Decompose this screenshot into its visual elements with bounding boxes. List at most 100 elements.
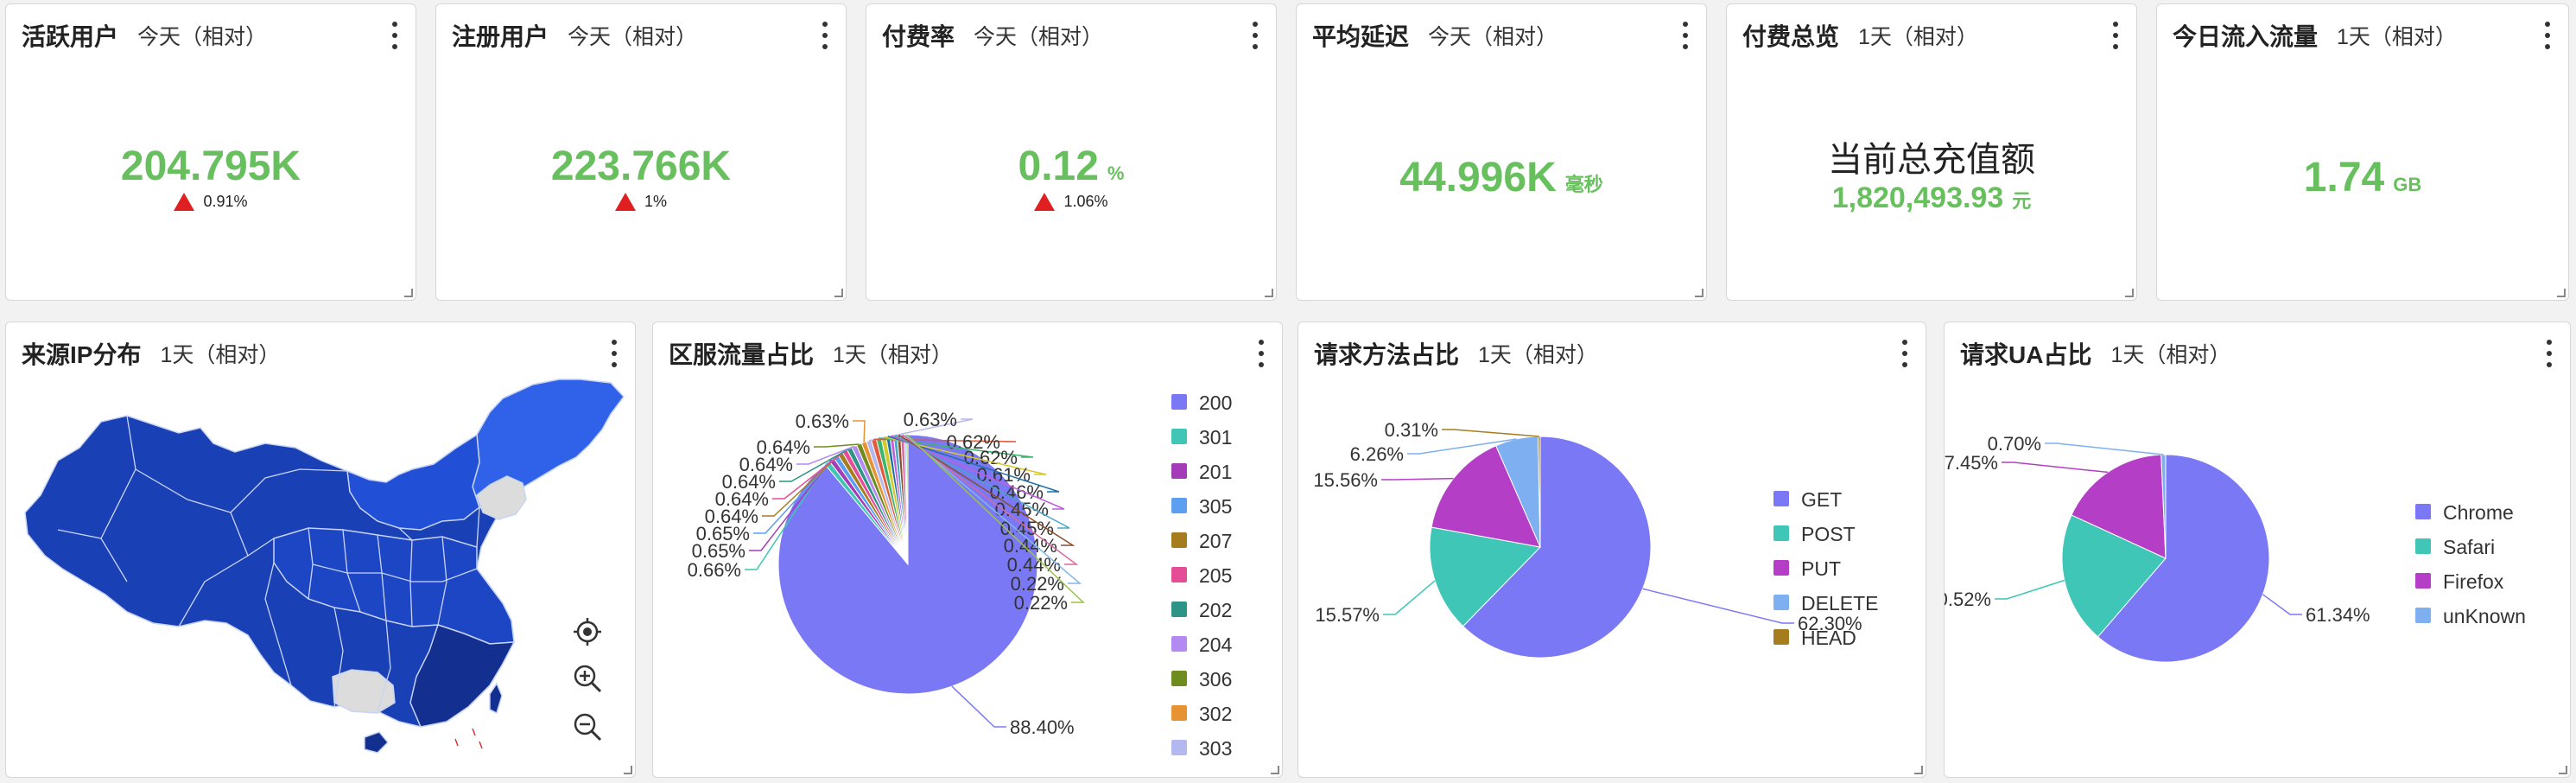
legend-swatch[interactable] (1773, 491, 1789, 506)
pie-slice[interactable] (2097, 454, 2270, 663)
map-region-north[interactable] (346, 433, 480, 531)
legend-label[interactable]: Safari (2443, 536, 2495, 558)
china-map[interactable] (6, 322, 637, 779)
resize-handle[interactable] (1265, 289, 1273, 297)
more-options-icon[interactable] (1900, 340, 1910, 367)
kpi-card-registered-users: 注册用户 今天（相对） 223.766K 1% (435, 3, 847, 301)
legend-label[interactable]: 301 (1199, 426, 1232, 449)
time-range-label[interactable]: 1天（相对） (833, 343, 953, 367)
legend-label[interactable]: 200 (1199, 392, 1232, 414)
legend-label[interactable]: POST (1801, 523, 1856, 545)
legend-label[interactable]: HEAD (1801, 627, 1856, 649)
map-region-taiwan[interactable] (489, 682, 503, 715)
card-title: 请求UA占比 (1960, 341, 2092, 368)
legend-label[interactable]: unKnown (2443, 605, 2526, 627)
legend-label[interactable]: 207 (1199, 530, 1232, 552)
resize-handle[interactable] (2559, 766, 2567, 774)
map-region-no-data-south[interactable] (332, 669, 396, 714)
legend-swatch[interactable] (1171, 394, 1187, 410)
legend-swatch[interactable] (2415, 608, 2431, 623)
more-options-icon[interactable] (609, 340, 619, 367)
legend-swatch[interactable] (2415, 504, 2431, 519)
legend-swatch[interactable] (1171, 636, 1187, 652)
more-options-icon[interactable] (390, 22, 400, 49)
legend-label[interactable]: 303 (1199, 737, 1232, 760)
legend-label[interactable]: 204 (1199, 633, 1233, 656)
resize-handle[interactable] (2557, 289, 2566, 297)
legend-swatch[interactable] (1171, 532, 1187, 548)
zoom-out-icon[interactable] (572, 711, 603, 742)
resize-handle[interactable] (1695, 289, 1704, 297)
resize-handle[interactable] (1914, 766, 1923, 774)
legend-swatch[interactable] (1171, 740, 1187, 755)
pie-slice[interactable] (1429, 526, 1542, 627)
legend-swatch[interactable] (1171, 463, 1187, 479)
time-range-label[interactable]: 1天（相对） (2337, 25, 2457, 49)
legend-label[interactable]: 302 (1199, 703, 1232, 725)
pie-legend: 200 301 201 305 207 205 202 204 306 302 303 (1171, 392, 1233, 760)
legend-label[interactable]: Firefox (2443, 570, 2504, 593)
more-options-icon[interactable] (2542, 22, 2553, 49)
pie-chart-request-ua[interactable]: 61.34% 20.52% 17.45%0.70% Chrome Safari Firef… (1945, 322, 2572, 779)
legend-swatch[interactable] (1171, 498, 1187, 513)
map-region-southeast[interactable] (409, 624, 516, 728)
more-options-icon[interactable] (2544, 340, 2554, 367)
more-options-icon[interactable] (1680, 22, 1691, 49)
zoom-in-icon[interactable] (572, 663, 603, 694)
legend-swatch[interactable] (2415, 538, 2431, 554)
legend-swatch[interactable] (1171, 567, 1187, 582)
pie-slice[interactable] (2061, 514, 2167, 638)
resize-handle[interactable] (2125, 289, 2134, 297)
legend-label[interactable]: 201 (1199, 461, 1232, 483)
time-range-label[interactable]: 今天（相对） (974, 25, 1104, 49)
time-range-label[interactable]: 1天（相对） (1858, 25, 1978, 49)
legend-label[interactable]: GET (1801, 488, 1842, 511)
pie-chart-region-traffic[interactable]: 88.40%0.66%0.65%0.65%0.64%0.64%0.64%0.64… (653, 322, 1284, 779)
more-options-icon[interactable] (2110, 22, 2121, 49)
pie-slices (2061, 454, 2270, 663)
pie-data-label: 0.31% (1385, 419, 1438, 441)
time-range-label[interactable]: 1天（相对） (1478, 343, 1598, 367)
pie-slice[interactable] (1431, 445, 1541, 548)
legend-swatch[interactable] (1773, 525, 1789, 541)
time-range-label[interactable]: 今天（相对） (568, 25, 698, 49)
legend-swatch[interactable] (1773, 595, 1789, 610)
legend-label[interactable]: 205 (1199, 564, 1232, 587)
legend-swatch[interactable] (2415, 573, 2431, 589)
pie-data-label: 0.22% (1014, 592, 1068, 614)
legend-swatch[interactable] (1171, 429, 1187, 444)
more-options-icon[interactable] (1250, 22, 1260, 49)
legend-swatch[interactable] (1773, 629, 1789, 645)
pie-label-line (2045, 442, 2164, 455)
card-title: 注册用户 (452, 23, 549, 50)
map-region-no-data-north[interactable] (476, 475, 527, 520)
legend-label[interactable]: DELETE (1801, 592, 1878, 614)
legend-label[interactable]: PUT (1801, 557, 1841, 580)
pie-label-line (1381, 477, 1454, 481)
resize-handle[interactable] (1271, 766, 1279, 774)
more-options-icon[interactable] (820, 22, 830, 49)
map-region-hainan[interactable] (364, 731, 390, 754)
legend-label[interactable]: 306 (1199, 668, 1232, 691)
time-range-label[interactable]: 今天（相对） (1428, 25, 1558, 49)
pie-label-line (898, 434, 1075, 546)
pie-chart-request-method[interactable]: 62.30% 15.57% 15.56% 6.26%0.31% GET POST PUT DE… (1298, 322, 1927, 779)
time-range-label[interactable]: 今天（相对） (137, 25, 268, 49)
legend-swatch[interactable] (1171, 705, 1187, 721)
resize-handle[interactable] (834, 289, 843, 297)
resize-handle[interactable] (624, 766, 632, 774)
locate-icon[interactable] (572, 616, 603, 647)
legend-swatch[interactable] (1171, 671, 1187, 686)
more-options-icon[interactable] (1256, 340, 1266, 367)
legend-label[interactable]: 305 (1199, 495, 1232, 518)
pie-slice[interactable] (777, 434, 1038, 695)
pie-label-line (1442, 429, 1539, 437)
legend-label[interactable]: 202 (1199, 599, 1232, 621)
time-range-label[interactable]: 1天（相对） (160, 343, 281, 367)
pie-slice[interactable] (2071, 454, 2167, 559)
legend-swatch[interactable] (1171, 602, 1187, 617)
legend-label[interactable]: Chrome (2443, 501, 2514, 524)
legend-swatch[interactable] (1773, 560, 1789, 576)
time-range-label[interactable]: 1天（相对） (2110, 343, 2231, 367)
resize-handle[interactable] (404, 289, 413, 297)
